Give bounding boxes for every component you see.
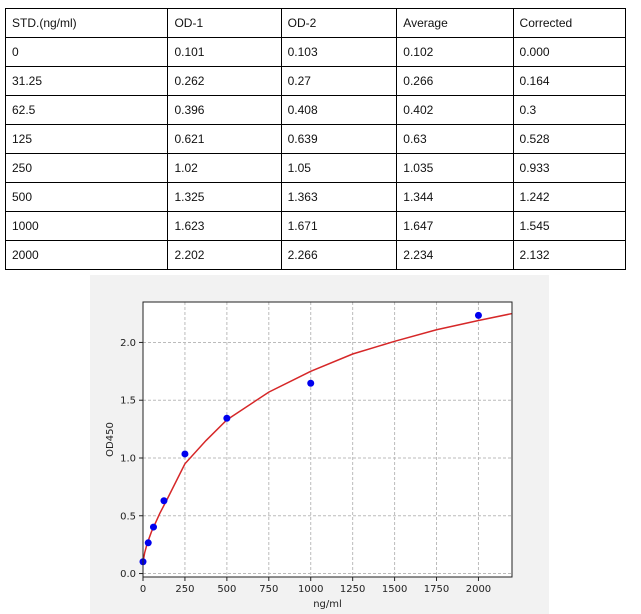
table-cell: 1.035: [396, 153, 514, 183]
column-header: STD.(ng/ml): [4, 8, 169, 38]
table-cell: 0.3: [512, 95, 627, 125]
column-header: OD-1: [167, 8, 282, 38]
y-tick-label: 1.0: [120, 453, 136, 464]
fit-curve-line: [142, 312, 513, 563]
column-header: Corrected: [512, 8, 627, 38]
table-cell: 0.101: [167, 37, 282, 67]
x-tick-label: 750: [259, 584, 278, 595]
x-tick-label: 500: [217, 584, 236, 595]
table-row: 31.25 0.262 0.27 0.266 0.164: [4, 66, 627, 96]
column-header: OD-2: [280, 8, 398, 38]
table-cell: 0.000: [512, 37, 627, 67]
column-header: Average: [396, 8, 514, 38]
table-cell: 1.02: [167, 153, 282, 183]
x-tick-label: 1000: [298, 584, 323, 595]
table-cell: 1.647: [396, 211, 514, 241]
x-tick-label: 250: [175, 584, 194, 595]
table-cell: 1000: [4, 211, 169, 241]
standards-table: STD.(ng/ml) OD-1 OD-2 Average Corrected 0 0.1…: [4, 8, 627, 270]
data-point: [223, 414, 231, 422]
y-tick-label: 0.5: [120, 511, 136, 522]
x-tick-label: 0: [140, 584, 146, 595]
table-row: 1000 1.623 1.671 1.647 1.545: [4, 211, 627, 241]
x-tick-label: 2000: [466, 584, 491, 595]
table-cell: 62.5: [4, 95, 169, 125]
data-point: [181, 450, 189, 458]
table-cell: 0.262: [167, 66, 282, 96]
table-cell: 2.132: [512, 240, 627, 270]
table-cell: 1.344: [396, 182, 514, 212]
data-point: [307, 379, 315, 387]
table-cell: 2000: [4, 240, 169, 270]
x-axis-label: ng/ml: [313, 599, 342, 610]
data-point: [160, 497, 168, 505]
chart-panel: 0 250 500 750 1000 1250 1500 1750 2000 0.0 0.5 1.0 1…: [90, 275, 549, 614]
table-cell: 1.363: [280, 182, 398, 212]
table-cell: 0.396: [167, 95, 282, 125]
table-cell: 0.639: [280, 124, 398, 154]
standard-curve-chart: 0 250 500 750 1000 1250 1500 1750 2000 0.0 0.5 1.0 1…: [105, 301, 513, 610]
y-axis-label: OD450: [105, 422, 116, 457]
table-cell: 125: [4, 124, 169, 154]
table-cell: 0.102: [396, 37, 514, 67]
table-cell: 2.266: [280, 240, 398, 270]
table-cell: 0.408: [280, 95, 398, 125]
table-row: 62.5 0.396 0.408 0.402 0.3: [4, 95, 627, 125]
table-cell: 1.05: [280, 153, 398, 183]
table-cell: 1.623: [167, 211, 282, 241]
table-cell: 0.103: [280, 37, 398, 67]
table-cell: 0.27: [280, 66, 398, 96]
data-point: [144, 539, 152, 547]
table-row: 2000 2.202 2.266 2.234 2.132: [4, 240, 627, 270]
x-tick-label: 1250: [340, 584, 365, 595]
table-header-row: STD.(ng/ml) OD-1 OD-2 Average Corrected: [4, 8, 627, 38]
data-point: [149, 523, 157, 531]
y-tick-label: 1.5: [120, 396, 136, 407]
data-point: [474, 311, 482, 319]
x-tick-label: 1500: [382, 584, 407, 595]
table-cell: 31.25: [4, 66, 169, 96]
plot-frame: [142, 301, 513, 578]
table-cell: 0.266: [396, 66, 514, 96]
y-tick-label: 2.0: [120, 338, 136, 349]
table-cell: 1.242: [512, 182, 627, 212]
table-cell: 1.671: [280, 211, 398, 241]
table-cell: 0.621: [167, 124, 282, 154]
table-cell: 0.63: [396, 124, 514, 154]
table-cell: 1.325: [167, 182, 282, 212]
table-row: 0 0.101 0.103 0.102 0.000: [4, 37, 627, 67]
table-cell: 0.933: [512, 153, 627, 183]
table-cell: 0: [4, 37, 169, 67]
table-cell: 250: [4, 153, 169, 183]
plot-area: [143, 302, 512, 577]
table-row: 125 0.621 0.639 0.63 0.528: [4, 124, 627, 154]
table-cell: 0.402: [396, 95, 514, 125]
y-tick-label: 0.0: [120, 569, 136, 580]
table-cell: 500: [4, 182, 169, 212]
table-cell: 0.528: [512, 124, 627, 154]
table-row: 500 1.325 1.363 1.344 1.242: [4, 182, 627, 212]
x-tick-label: 1750: [424, 584, 449, 595]
table-cell: 0.164: [512, 66, 627, 96]
table-cell: 1.545: [512, 211, 627, 241]
table-row: 250 1.02 1.05 1.035 0.933: [4, 153, 627, 183]
table-cell: 2.234: [396, 240, 514, 270]
table-cell: 2.202: [167, 240, 282, 270]
